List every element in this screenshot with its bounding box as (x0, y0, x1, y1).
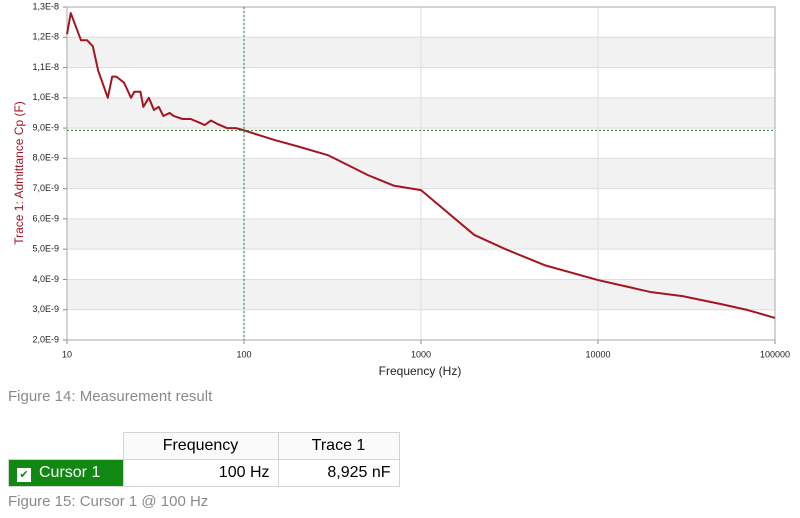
data-line (66, 12, 776, 319)
y-axis-label: Trace 1: Admittance Cp (F) (12, 101, 26, 245)
caption: Figure 14: Measurement result (8, 388, 213, 405)
y-tick-label: 1,2E-8 (32, 32, 59, 42)
x-tick-label: 1000 (411, 349, 431, 359)
caption: Figure 15: Cursor 1 @ 100 Hz (8, 493, 209, 510)
x-tick-label: 100000 (760, 349, 790, 359)
header: Trace 1 (277, 432, 400, 460)
y-tick-label: 9,0E-9 (32, 122, 59, 132)
cell: 8,925 nF (277, 459, 400, 487)
y-tick-label: 4,0E-9 (32, 274, 59, 284)
y-tick-label: 1,0E-8 (32, 92, 59, 102)
x-tick-label: 100 (236, 349, 251, 359)
y-tick-label: 1,1E-8 (32, 62, 59, 72)
y-tick-label: 5,0E-9 (32, 244, 59, 254)
empty-cell (8, 432, 123, 460)
y-tick-label: 7,0E-9 (32, 183, 59, 193)
y-tick-label: 8,0E-9 (32, 153, 59, 163)
x-axis-label: Frequency (Hz) (379, 364, 462, 378)
y-tick-label: 1,3E-8 (32, 1, 59, 11)
y-tick-label: 3,0E-9 (32, 304, 59, 314)
data-row: ✔ Cursor 1 100 Hz 8,925 nF (8, 459, 400, 487)
y-tick-label: 6,0E-9 (32, 213, 59, 223)
y-tick-label: 2,0E-9 (32, 334, 59, 344)
cursor-name: Cursor 1 (39, 464, 101, 481)
cursor-cell[interactable]: ✔ Cursor 1 (8, 459, 124, 487)
cell: 100 Hz (122, 459, 279, 487)
x-tick-label: 10000 (585, 349, 610, 359)
cursor-table: Frequency Trace 1 ✔ Cursor 1 100 Hz 8,925… (8, 432, 400, 487)
header: Frequency (122, 432, 279, 460)
checkbox[interactable]: ✔ (17, 468, 31, 482)
chart: Frequency (Hz) Trace 1: Admittance Cp (F… (12, 1, 790, 378)
plot-border (66, 6, 776, 341)
header-row: Frequency Trace 1 (8, 432, 400, 460)
x-tick-label: 10 (62, 349, 72, 359)
